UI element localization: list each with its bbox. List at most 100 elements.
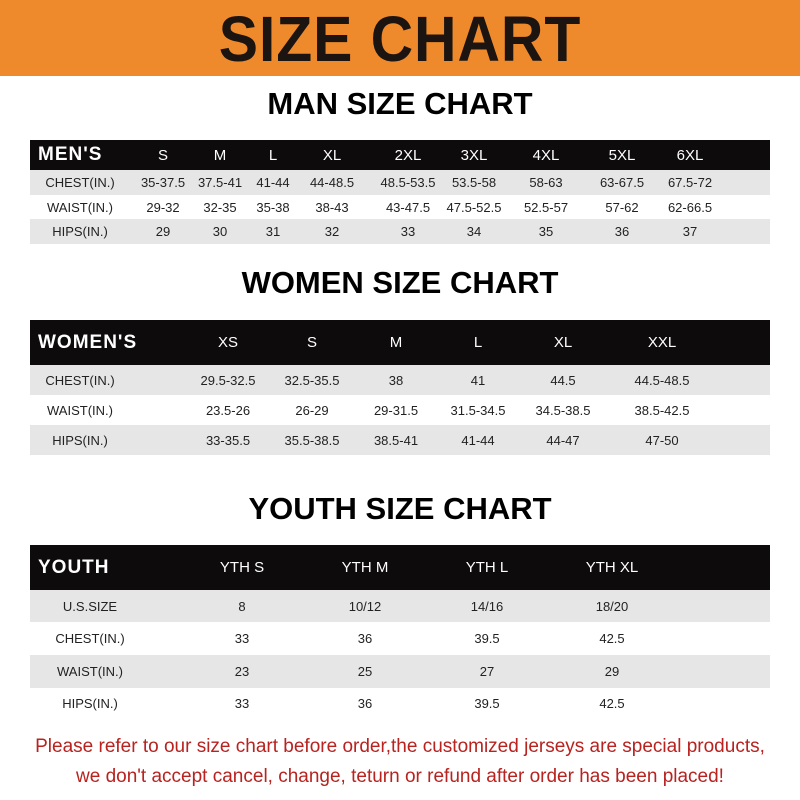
value-cell: 32-35 [203, 199, 237, 215]
table-row: CHEST(IN.) 29.5-32.5 32.5-35.5 38 41 44.5 44.5… [30, 365, 770, 395]
size-header-cell: YTH S [219, 559, 265, 576]
value-cell: 31 [265, 224, 281, 239]
value-cell: 34.5-38.5 [535, 402, 591, 418]
value-cell: 32.5-35.5 [284, 372, 340, 388]
notice-line-2: we don't accept cancel, change, teturn o… [76, 766, 724, 787]
value-cell: 27 [479, 664, 495, 679]
women-header-row: WOMEN'S XS S M L XL XXL [30, 320, 770, 365]
table-row: HIPS(IN.) 33-35.5 35.5-38.5 38.5-41 41-44 44-… [30, 425, 770, 455]
banner: SIZE CHART [0, 0, 800, 76]
value-cell: 38.5-41 [373, 432, 419, 448]
value-cell: 37 [682, 224, 698, 239]
size-header-cell: L [268, 146, 278, 164]
size-header-cell: XS [217, 334, 239, 351]
value-cell: 36 [614, 224, 630, 239]
size-header-cell: XXL [647, 334, 677, 351]
value-cell: 63-67.5 [599, 175, 645, 190]
value-cell: 33 [234, 631, 250, 646]
youth-size-table: YOUTH YTH S YTH M YTH L YTH XL U.S.SIZE 8 10/12… [30, 545, 770, 719]
value-cell: 35-38 [256, 199, 290, 215]
table-row: HIPS(IN.) 29 30 31 32 33 34 35 36 37 [30, 219, 770, 244]
value-cell: 58-63 [529, 175, 563, 190]
size-header-cell: YTH M [341, 559, 389, 576]
table-row: CHEST(IN.) 35-37.5 37.5-41 41-44 44-48.5 48.5… [30, 170, 770, 195]
row-label: U.S.SIZE [62, 598, 118, 614]
value-cell: 41-44 [461, 432, 495, 448]
table-row: CHEST(IN.) 33 36 39.5 42.5 [30, 622, 770, 655]
size-header-cell: L [473, 334, 483, 351]
value-cell: 47.5-52.5 [446, 199, 502, 215]
value-cell: 36 [357, 696, 373, 711]
value-cell: 41 [470, 372, 486, 388]
notice-line-1: Please refer to our size chart before or… [35, 736, 765, 757]
value-cell: 30 [212, 224, 228, 239]
women-size-table: WOMEN'S XS S M L XL XXL CHEST(IN.) 29.5-32.5 32.5… [30, 320, 770, 455]
size-header-cell: YTH L [465, 559, 509, 576]
size-header-cell: M [389, 334, 403, 351]
value-cell: 29-31.5 [373, 402, 419, 418]
table-row: WAIST(IN.) 23.5-26 26-29 29-31.5 31.5-34.5 34… [30, 395, 770, 425]
size-header-cell: XL [322, 146, 342, 164]
table-row: WAIST(IN.) 23 25 27 29 [30, 655, 770, 688]
size-header-cell: 2XL [394, 146, 422, 164]
row-label: WAIST(IN.) [47, 199, 113, 215]
size-header-cell: 5XL [608, 146, 636, 164]
row-label: CHEST(IN.) [45, 175, 115, 190]
value-cell: 38 [388, 372, 404, 388]
row-label: HIPS(IN.) [52, 432, 108, 448]
value-cell: 35.5-38.5 [284, 432, 340, 448]
size-header-cell: M [213, 146, 227, 164]
value-cell: 42.5 [599, 696, 625, 711]
value-cell: 36 [357, 631, 373, 646]
value-cell: 44.5-48.5 [634, 372, 690, 388]
value-cell: 57-62 [605, 199, 639, 215]
table-row: U.S.SIZE 8 10/12 14/16 18/20 [30, 590, 770, 622]
row-label: CHEST(IN.) [45, 372, 115, 388]
value-cell: 53.5-58 [451, 175, 497, 190]
value-cell: 33-35.5 [205, 432, 251, 448]
value-cell: 67.5-72 [667, 175, 713, 190]
value-cell: 29.5-32.5 [200, 372, 256, 388]
value-cell: 43-47.5 [385, 199, 431, 215]
value-cell: 10/12 [348, 598, 382, 614]
men-section-title: MAN SIZE CHART [267, 86, 533, 121]
row-label: HIPS(IN.) [62, 696, 118, 711]
men-size-table: MEN'S S M L XL 2XL 3XL 4XL 5XL 6XL CHEST(IN.) 35-37… [30, 140, 770, 245]
value-cell: 33 [400, 224, 416, 239]
youth-section-title: YOUTH SIZE CHART [248, 491, 552, 526]
value-cell: 14/16 [470, 598, 504, 614]
size-header-cell: XL [553, 334, 573, 351]
value-cell: 44.5 [550, 372, 576, 388]
value-cell: 39.5 [474, 631, 500, 646]
value-cell: 26-29 [295, 402, 329, 418]
value-cell: 8 [238, 598, 246, 614]
value-cell: 25 [357, 664, 373, 679]
value-cell: 41-44 [256, 175, 290, 190]
banner-title: SIZE CHART [218, 3, 582, 75]
value-cell: 29 [604, 664, 620, 679]
size-header-cell: 3XL [460, 146, 488, 164]
table-title-cell: MEN'S [38, 144, 103, 165]
value-cell: 38.5-42.5 [634, 402, 690, 418]
size-header-cell: S [157, 146, 169, 164]
value-cell: 29 [155, 224, 171, 239]
size-header-cell: 4XL [532, 146, 560, 164]
value-cell: 33 [234, 696, 250, 711]
youth-header-row: YOUTH YTH S YTH M YTH L YTH XL [30, 545, 770, 590]
value-cell: 38-43 [315, 199, 349, 215]
value-cell: 23.5-26 [205, 402, 251, 418]
value-cell: 37.5-41 [197, 175, 243, 190]
row-label: WAIST(IN.) [57, 664, 123, 679]
value-cell: 23 [234, 664, 250, 679]
size-header-cell: 6XL [676, 146, 704, 164]
value-cell: 48.5-53.5 [380, 175, 436, 190]
men-header-row: MEN'S S M L XL 2XL 3XL 4XL 5XL 6XL [30, 140, 770, 170]
value-cell: 35 [538, 224, 554, 239]
row-label: WAIST(IN.) [47, 402, 113, 418]
table-row: WAIST(IN.) 29-32 32-35 35-38 38-43 43-47.5 47.… [30, 195, 770, 219]
size-header-cell: S [306, 334, 318, 351]
value-cell: 39.5 [474, 696, 500, 711]
value-cell: 44-47 [546, 432, 580, 448]
value-cell: 35-37.5 [140, 175, 186, 190]
size-header-cell: YTH XL [585, 559, 639, 576]
